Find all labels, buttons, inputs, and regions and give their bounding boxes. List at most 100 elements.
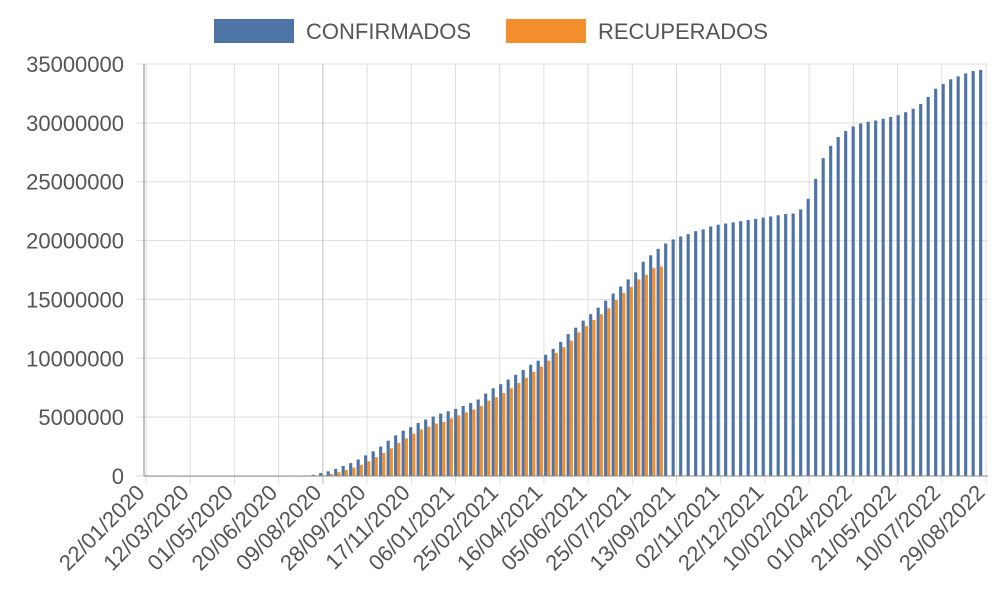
bar-confirmados[interactable] — [896, 115, 900, 477]
bar-confirmados[interactable] — [671, 239, 675, 476]
bar-confirmados[interactable] — [356, 459, 360, 476]
bar-confirmados[interactable] — [596, 307, 600, 476]
bar-recuperados[interactable] — [337, 472, 341, 476]
bar-confirmados[interactable] — [446, 411, 450, 476]
bar-confirmados[interactable] — [881, 118, 885, 477]
bar-recuperados[interactable] — [434, 423, 438, 476]
bar-confirmados[interactable] — [439, 413, 443, 476]
bar-confirmados[interactable] — [926, 96, 930, 477]
bar-recuperados[interactable] — [629, 287, 633, 476]
bar-confirmados[interactable] — [521, 370, 525, 476]
bar-recuperados[interactable] — [427, 426, 431, 476]
bar-recuperados[interactable] — [562, 347, 566, 476]
bar-recuperados[interactable] — [502, 393, 506, 476]
bar-confirmados[interactable] — [911, 108, 915, 476]
bar-confirmados[interactable] — [649, 255, 653, 476]
bar-recuperados[interactable] — [352, 467, 356, 476]
bar-recuperados[interactable] — [344, 470, 348, 476]
bar-confirmados[interactable] — [784, 214, 788, 476]
bar-confirmados[interactable] — [971, 71, 975, 476]
bar-recuperados[interactable] — [494, 397, 498, 476]
bar-recuperados[interactable] — [569, 340, 573, 476]
bar-confirmados[interactable] — [334, 468, 338, 476]
bar-confirmados[interactable] — [949, 79, 953, 477]
bar-confirmados[interactable] — [544, 354, 548, 476]
bar-recuperados[interactable] — [652, 268, 656, 476]
bar-confirmados[interactable] — [941, 84, 945, 476]
bar-recuperados[interactable] — [419, 429, 423, 477]
bar-confirmados[interactable] — [664, 243, 668, 476]
bar-confirmados[interactable] — [581, 320, 585, 476]
bar-confirmados[interactable] — [641, 261, 645, 476]
bar-recuperados[interactable] — [577, 332, 581, 476]
bar-confirmados[interactable] — [799, 209, 803, 476]
bar-confirmados[interactable] — [814, 178, 818, 476]
bar-confirmados[interactable] — [401, 430, 405, 476]
bar-confirmados[interactable] — [589, 314, 593, 476]
bar-confirmados[interactable] — [739, 221, 743, 476]
bar-confirmados[interactable] — [416, 423, 420, 476]
bar-confirmados[interactable] — [491, 388, 495, 476]
bar-confirmados[interactable] — [514, 374, 518, 476]
bar-recuperados[interactable] — [599, 314, 603, 476]
bar-recuperados[interactable] — [554, 352, 558, 476]
bar-recuperados[interactable] — [479, 405, 483, 476]
bar-confirmados[interactable] — [371, 451, 375, 476]
bar-recuperados[interactable] — [374, 457, 378, 476]
bar-recuperados[interactable] — [404, 438, 408, 476]
bar-confirmados[interactable] — [859, 123, 863, 476]
bar-recuperados[interactable] — [614, 300, 618, 476]
bar-confirmados[interactable] — [776, 215, 780, 476]
bar-confirmados[interactable] — [499, 384, 503, 476]
bar-confirmados[interactable] — [454, 408, 458, 476]
bar-confirmados[interactable] — [806, 198, 810, 476]
bar-confirmados[interactable] — [851, 126, 855, 476]
bar-recuperados[interactable] — [659, 266, 663, 476]
bar-confirmados[interactable] — [754, 218, 758, 477]
bar-confirmados[interactable] — [716, 224, 720, 476]
bar-confirmados[interactable] — [341, 465, 345, 476]
bar-confirmados[interactable] — [619, 286, 623, 476]
bar-confirmados[interactable] — [964, 73, 968, 477]
bar-confirmados[interactable] — [559, 341, 563, 476]
bar-recuperados[interactable] — [607, 308, 611, 476]
bar-confirmados[interactable] — [611, 293, 615, 476]
bar-recuperados[interactable] — [367, 461, 371, 476]
bar-confirmados[interactable] — [724, 223, 728, 477]
bar-recuperados[interactable] — [457, 415, 461, 476]
bar-confirmados[interactable] — [529, 364, 533, 476]
bar-recuperados[interactable] — [524, 377, 528, 476]
bar-recuperados[interactable] — [539, 366, 543, 476]
bar-confirmados[interactable] — [536, 360, 540, 476]
bar-confirmados[interactable] — [889, 116, 893, 476]
bar-confirmados[interactable] — [566, 334, 570, 476]
bar-confirmados[interactable] — [656, 248, 660, 476]
bar-recuperados[interactable] — [449, 418, 453, 476]
bar-recuperados[interactable] — [389, 448, 393, 476]
bar-confirmados[interactable] — [769, 216, 773, 476]
bar-confirmados[interactable] — [634, 272, 638, 476]
bar-recuperados[interactable] — [584, 325, 588, 476]
bar-confirmados[interactable] — [431, 416, 435, 476]
bar-confirmados[interactable] — [746, 219, 750, 476]
bar-confirmados[interactable] — [919, 104, 923, 477]
bar-confirmados[interactable] — [709, 226, 713, 476]
bar-confirmados[interactable] — [866, 121, 870, 477]
bar-recuperados[interactable] — [622, 292, 626, 476]
bar-confirmados[interactable] — [829, 145, 833, 476]
bar-confirmados[interactable] — [461, 405, 465, 476]
bar-recuperados[interactable] — [329, 473, 333, 476]
bar-confirmados[interactable] — [874, 120, 878, 477]
bar-confirmados[interactable] — [394, 435, 398, 476]
bar-confirmados[interactable] — [694, 231, 698, 476]
bar-confirmados[interactable] — [686, 234, 690, 476]
bar-confirmados[interactable] — [934, 88, 938, 476]
bar-confirmados[interactable] — [386, 440, 390, 476]
bar-recuperados[interactable] — [412, 433, 416, 476]
bar-confirmados[interactable] — [319, 473, 323, 476]
bar-recuperados[interactable] — [359, 464, 363, 476]
bar-confirmados[interactable] — [604, 300, 608, 476]
bar-confirmados[interactable] — [904, 112, 908, 476]
bar-confirmados[interactable] — [761, 217, 765, 476]
bar-confirmados[interactable] — [551, 348, 555, 476]
